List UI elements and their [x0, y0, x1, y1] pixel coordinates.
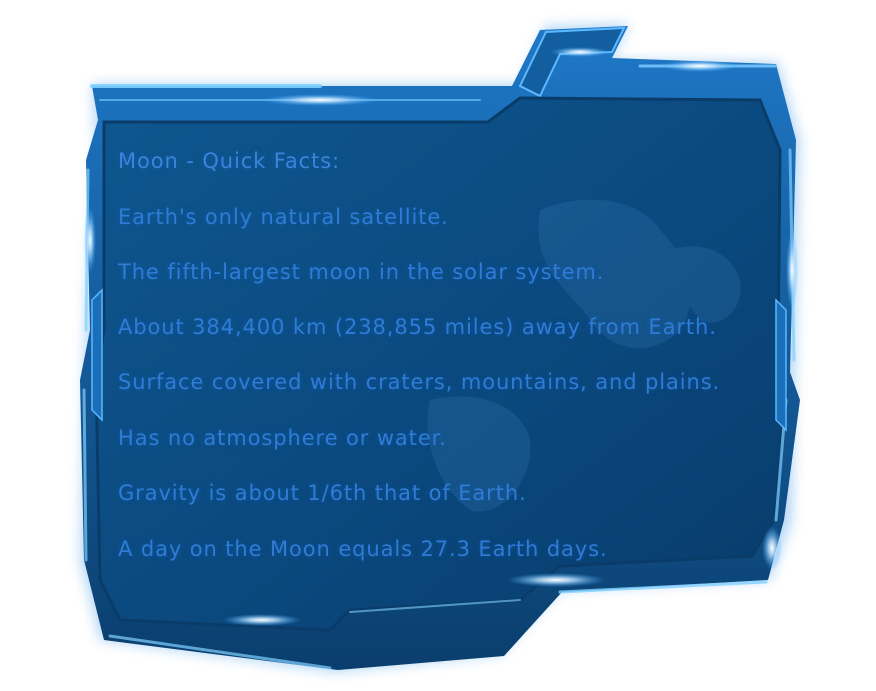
side-bars — [91, 288, 787, 432]
fact-line: Earth's only natural satellite. — [118, 205, 449, 229]
fact-line: The fifth-largest moon in the solar syst… — [118, 260, 605, 284]
fact-line: A day on the Moon equals 27.3 Earth days… — [118, 537, 608, 561]
facts-panel: Moon - Quick Facts: Earth's only natural… — [118, 145, 798, 575]
fact-line: Gravity is about 1/6th that of Earth. — [118, 481, 527, 505]
fact-line: About 384,400 km (238,855 miles) away fr… — [118, 315, 717, 339]
world-map-shading — [427, 199, 741, 512]
fact-line: Has no atmosphere or water. — [118, 426, 447, 450]
fact-line: Surface covered with craters, mountains,… — [118, 370, 721, 394]
frame-top-tab — [518, 26, 626, 98]
panel-surface — [94, 96, 788, 632]
panel-title: Moon - Quick Facts: — [118, 149, 341, 173]
light-flares — [84, 47, 798, 626]
